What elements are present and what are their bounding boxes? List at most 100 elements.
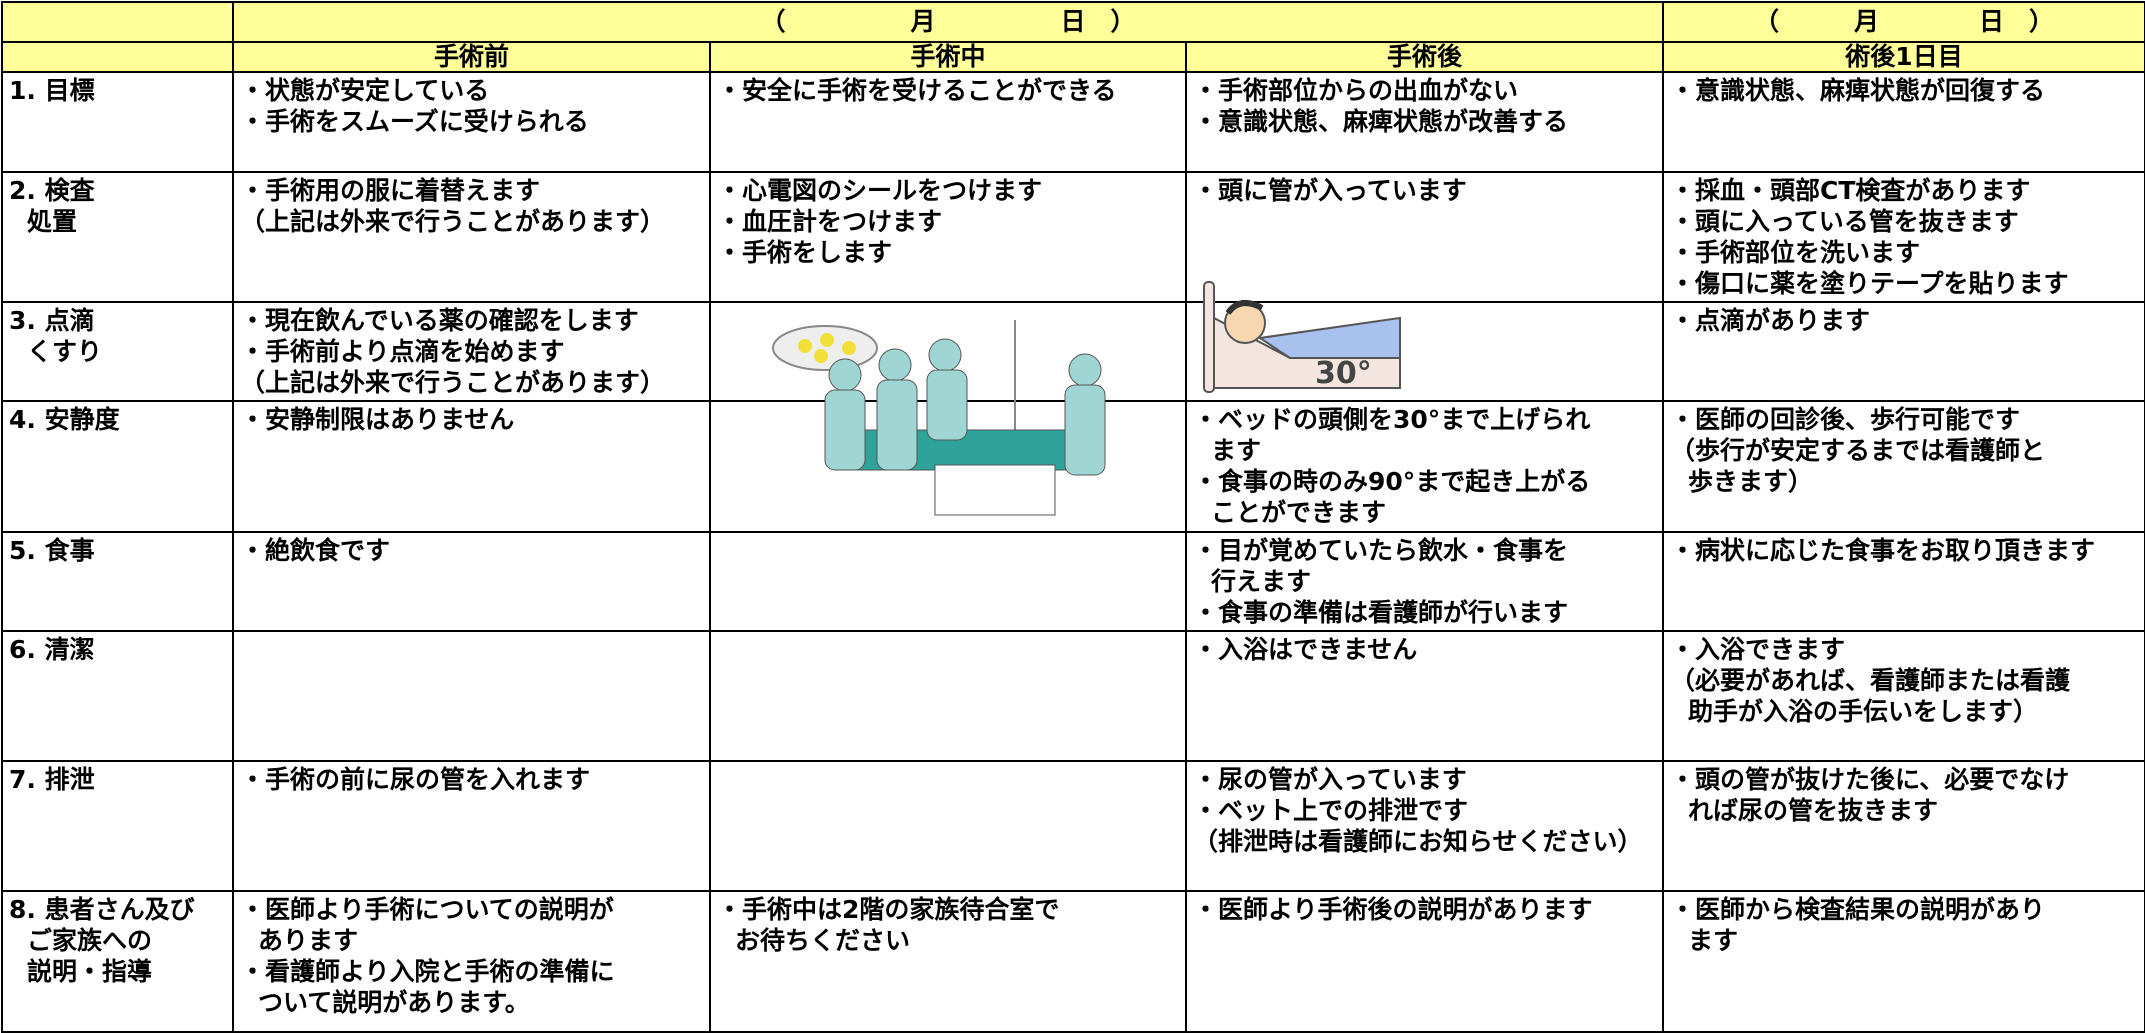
header-cell <box>1 41 234 73</box>
table-cell: ・病状に応じた食事をお取り頂きます <box>1662 531 2145 632</box>
cell-line: ・心電図のシールをつけます <box>717 176 1043 205</box>
cell-line: ・傷口に薬を塗りテープを貼ります <box>1670 269 2069 298</box>
cell-line: ・意識状態、麻痺状態が回復する <box>1670 76 2046 105</box>
table-cell: ・意識状態、麻痺状態が回復する <box>1662 71 2145 173</box>
cell-line: ・頭に入っている管を抜きます <box>1670 207 2019 236</box>
cell-line: ・尿の管が入っています <box>1193 765 1467 794</box>
table-cell: ・状態が安定している ・手術をスムーズに受けられる <box>232 71 711 173</box>
cell-line: お待ちください <box>735 926 911 955</box>
table-cell: ・手術中は2階の家族待合室で お待ちください <box>709 890 1187 1033</box>
cell-line: ・医師より手術についての説明が <box>240 895 614 924</box>
row-label: 8. 患者さん及び ご家族への 説明・指導 <box>1 890 234 1033</box>
column-header: 手術中 <box>709 41 1187 73</box>
cell-line: ・病状に応じた食事をお取り頂きます <box>1670 536 2096 565</box>
cell-line: ・意識状態、麻痺状態が改善する <box>1193 107 1569 136</box>
row-label: 6. 清潔 <box>1 630 234 762</box>
cell-line: ご家族への <box>27 926 153 955</box>
column-header: 手術前 <box>232 41 711 73</box>
cell-line: ・現在飲んでいる薬の確認をします <box>240 306 639 335</box>
row-label: 3. 点滴 くすり <box>1 301 234 402</box>
table-cell: ・入浴はできません <box>1185 630 1664 762</box>
cell-line: ・手術部位を洗います <box>1670 238 1921 267</box>
table-row: 7. 排泄 ・手術の前に尿の管を入れます ・尿の管が入っています ・ベット上での排泄で… <box>1 760 2145 892</box>
cell-line: ・手術をします <box>717 238 893 267</box>
date-cell: （ 月 日 ） <box>1662 1 2145 43</box>
date-cell: （ 月 日 ） <box>232 1 1664 43</box>
cell-line: ます <box>1688 926 1739 955</box>
table-row: 3. 点滴 くすり ・現在飲んでいる薬の確認をします ・手術前より点滴を始めます （上記… <box>1 301 2145 402</box>
table-cell: ・手術用の服に着替えます （上記は外来で行うことがあります） <box>232 171 711 303</box>
cell-line: ・ベット上での排泄です <box>1193 796 1469 825</box>
header-row: （ 月 日 ）（ 月 日 ） <box>1 1 2145 43</box>
table-cell: ・絶飲食です <box>232 531 711 632</box>
cell-line: 処置 <box>27 207 78 236</box>
cell-line: 歩きます） <box>1688 467 1814 496</box>
table-cell: ・安全に手術を受けることができる <box>709 71 1187 173</box>
cell-line: 3. 点滴 <box>9 306 95 335</box>
table-cell <box>232 630 711 762</box>
table-row: 2. 検査 処置 ・手術用の服に着替えます （上記は外来で行うことがあります） ・心電図… <box>1 171 2145 303</box>
cell-line: ・手術の前に尿の管を入れます <box>240 765 591 794</box>
table-cell: ・採血・頭部CT検査があります ・頭に入っている管を抜きます ・手術部位を洗います・… <box>1662 171 2145 303</box>
table-row: 6. 清潔 ・入浴はできません ・入浴できます （必要があれば、看護師または看護 助手が… <box>1 630 2145 762</box>
cell-line: ・手術をスムーズに受けられる <box>240 107 589 136</box>
table-cell: ・医師から検査結果の説明があり ます <box>1662 890 2145 1033</box>
cell-line: 1. 目標 <box>9 76 95 105</box>
cell-line: ・安静制限はありません <box>240 405 515 434</box>
angle-label: 30° <box>1315 356 1372 391</box>
cell-line: ・入浴できます <box>1670 635 1846 664</box>
table-cell: ・心電図のシールをつけます ・血圧計をつけます ・手術をします <box>709 171 1187 303</box>
cell-line: 8. 患者さん及び <box>9 895 195 924</box>
table-cell: ・安静制限はありません <box>232 400 711 533</box>
table-cell: ・手術の前に尿の管を入れます <box>232 760 711 892</box>
cell-line: ・手術用の服に着替えます <box>240 176 541 205</box>
table-cell: ・頭に管が入っています <box>1185 171 1664 303</box>
row-label: 4. 安静度 <box>1 400 234 533</box>
row-label: 1. 目標 <box>1 71 234 173</box>
cell-line: ・状態が安定している <box>240 76 490 105</box>
header-row: 手術前 手術中 手術後 術後1日目 <box>1 41 2145 73</box>
table-cell: ・尿の管が入っています ・ベット上での排泄です （排泄時は看護師にお知らせください） <box>1185 760 1664 892</box>
table-cell: ・点滴があります <box>1662 301 2145 402</box>
cell-line: （排泄時は看護師にお知らせください） <box>1193 827 1643 856</box>
row-label: 2. 検査 処置 <box>1 171 234 303</box>
cell-line: ・食事の準備は看護師が行います <box>1193 598 1569 627</box>
cell-line: ・点滴があります <box>1670 306 1871 335</box>
cell-line: ことができます <box>1211 498 1387 527</box>
row-label: 7. 排泄 <box>1 760 234 892</box>
table-cell: ・医師より手術後の説明があります <box>1185 890 1664 1033</box>
cell-line: ・医師の回診後、歩行可能です <box>1670 405 2021 434</box>
column-header: 術後1日目 <box>1662 41 2145 73</box>
cell-line: ・血圧計をつけます <box>717 207 943 236</box>
table-cell: ・ベッドの頭側を30°まで上げられ ます ・食事の時のみ90°まで起き上がる ことがで… <box>1185 400 1664 533</box>
cell-line: ・頭に管が入っています <box>1193 176 1467 205</box>
table-cell: ・手術部位からの出血がない ・意識状態、麻痺状態が改善する <box>1185 71 1664 173</box>
cell-line: 5. 食事 <box>9 536 95 565</box>
cell-line: 行えます <box>1211 567 1312 596</box>
cell-line: ・手術中は2階の家族待合室で <box>717 895 1060 924</box>
cell-line: 6. 清潔 <box>9 635 95 664</box>
cell-line: 説明・指導 <box>27 957 153 986</box>
table-row: 1. 目標 ・状態が安定している ・手術をスムーズに受けられる ・安全に手術を受けるこ… <box>1 71 2145 173</box>
table-cell: ・医師の回診後、歩行可能です （歩行が安定するまでは看護師と 歩きます） <box>1662 400 2145 533</box>
cell-line: ・採血・頭部CT検査があります <box>1670 176 2031 205</box>
cell-line: 4. 安静度 <box>9 405 120 434</box>
cell-line: ついて説明があります。 <box>258 988 530 1017</box>
surgery-illustration <box>772 320 1106 516</box>
cell-line: ・安全に手術を受けることができる <box>717 76 1117 105</box>
table-cell <box>709 531 1187 632</box>
cell-line: （上記は外来で行うことがあります） <box>240 368 666 397</box>
cell-line: ・手術前より点滴を始めます <box>240 337 565 366</box>
cell-line: ・ベッドの頭側を30°まで上げられ <box>1193 405 1591 434</box>
cell-line: ます <box>1211 436 1262 465</box>
cell-line: ・目が覚めていたら飲水・食事を <box>1193 536 1569 565</box>
cell-line: ・食事の時のみ90°まで起き上がる <box>1193 467 1591 496</box>
cell-line: れば尿の管を抜きます <box>1688 796 1939 825</box>
cell-line: （上記は外来で行うことがあります） <box>240 207 666 236</box>
table-cell: ・入浴できます （必要があれば、看護師または看護 助手が入浴の手伝いをします） <box>1662 630 2145 762</box>
cell-line: ・入浴はできません <box>1193 635 1418 664</box>
table-cell: ・頭の管が抜けた後に、必要でなけ れば尿の管を抜きます <box>1662 760 2145 892</box>
cell-line: あります <box>258 926 359 955</box>
